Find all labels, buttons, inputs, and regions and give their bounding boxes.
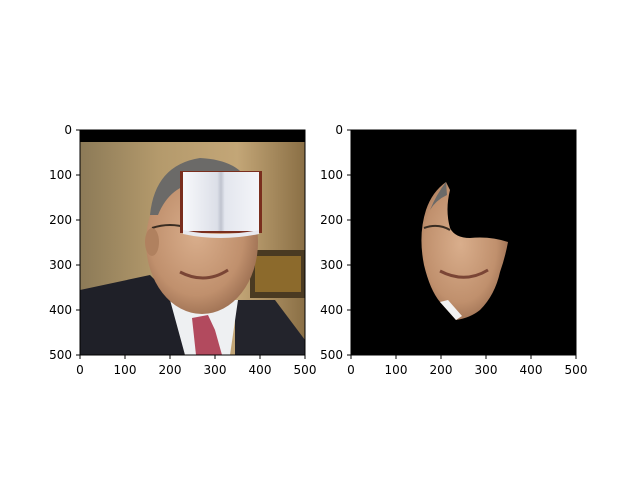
left-y-tick-label: 0 (64, 123, 72, 137)
right-x-tick-label: 400 (520, 363, 543, 377)
occluded-face-image (80, 130, 305, 355)
right-y-axis: 0 100 200 300 400 500 (320, 123, 351, 362)
right-x-tick-label: 100 (385, 363, 408, 377)
left-y-axis: 0 100 200 300 400 500 (49, 123, 80, 362)
left-y-tick-label: 500 (49, 348, 72, 362)
left-x-axis: 0 100 200 300 400 500 (76, 355, 316, 377)
right-y-tick-label: 0 (335, 123, 343, 137)
left-image-panel: 0 100 200 300 400 500 0 100 200 300 400 500 (49, 123, 316, 377)
right-x-tick-label: 300 (475, 363, 498, 377)
right-x-tick-label: 0 (347, 363, 355, 377)
right-y-tick-label: 500 (320, 348, 343, 362)
right-y-tick-label: 100 (320, 168, 343, 182)
right-x-axis: 0 100 200 300 400 500 (347, 355, 587, 377)
left-x-tick-label: 200 (159, 363, 182, 377)
right-x-tick-label: 200 (430, 363, 453, 377)
segmented-face-mask-image (351, 130, 576, 355)
tie-shape (192, 315, 222, 355)
segmented-face-region (421, 182, 508, 320)
right-y-tick-label: 200 (320, 213, 343, 227)
book-occluder (180, 171, 262, 238)
right-x-tick-label: 500 (565, 363, 588, 377)
left-y-tick-label: 300 (49, 258, 72, 272)
left-y-tick-label: 200 (49, 213, 72, 227)
right-image-panel: 0 100 200 300 400 500 0 100 200 300 400 500 (320, 123, 587, 377)
left-x-tick-label: 300 (204, 363, 227, 377)
right-y-tick-label: 300 (320, 258, 343, 272)
right-y-tick-label: 400 (320, 303, 343, 317)
left-x-tick-label: 0 (76, 363, 84, 377)
suit-shape (80, 275, 185, 355)
left-x-tick-label: 100 (114, 363, 137, 377)
left-x-tick-label: 400 (249, 363, 272, 377)
left-x-tick-label: 500 (294, 363, 317, 377)
left-y-tick-label: 100 (49, 168, 72, 182)
left-y-tick-label: 400 (49, 303, 72, 317)
